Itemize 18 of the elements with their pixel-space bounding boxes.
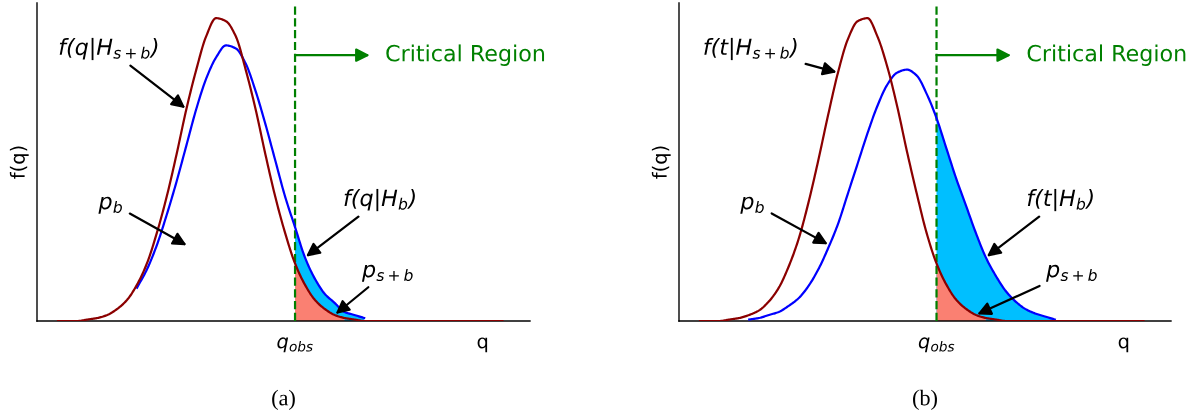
ref-line-label: Critical Region [386,44,545,66]
text: (a) [272,389,295,410]
text: f(q|H$_{b}$) [344,188,415,212]
x-tick-label: q [1118,337,1129,353]
series-label: f(t|H$_{s+b}$) [704,37,797,61]
x-tick-label: q$_{obs}$ [918,337,955,353]
y-axis-title: f(q) [9,146,29,179]
text: p$_{s+b}$ [1046,264,1097,282]
text: f(t|H$_{b}$) [1027,188,1093,212]
ref-line-label: Critical Region [1027,44,1186,66]
annotation: p$_{b}$ [98,196,122,214]
x-tick-label: q$_{obs}$ [277,337,313,353]
text: (b) [913,389,937,410]
series-label: p$_{s+b}$ [361,264,413,282]
y-axis-title: f(q) [651,146,671,179]
annotation: p$_{b}$ [740,196,764,214]
series-label: f(q|H$_{s+b}$) [59,37,158,61]
x-tick-label: q [477,337,488,353]
